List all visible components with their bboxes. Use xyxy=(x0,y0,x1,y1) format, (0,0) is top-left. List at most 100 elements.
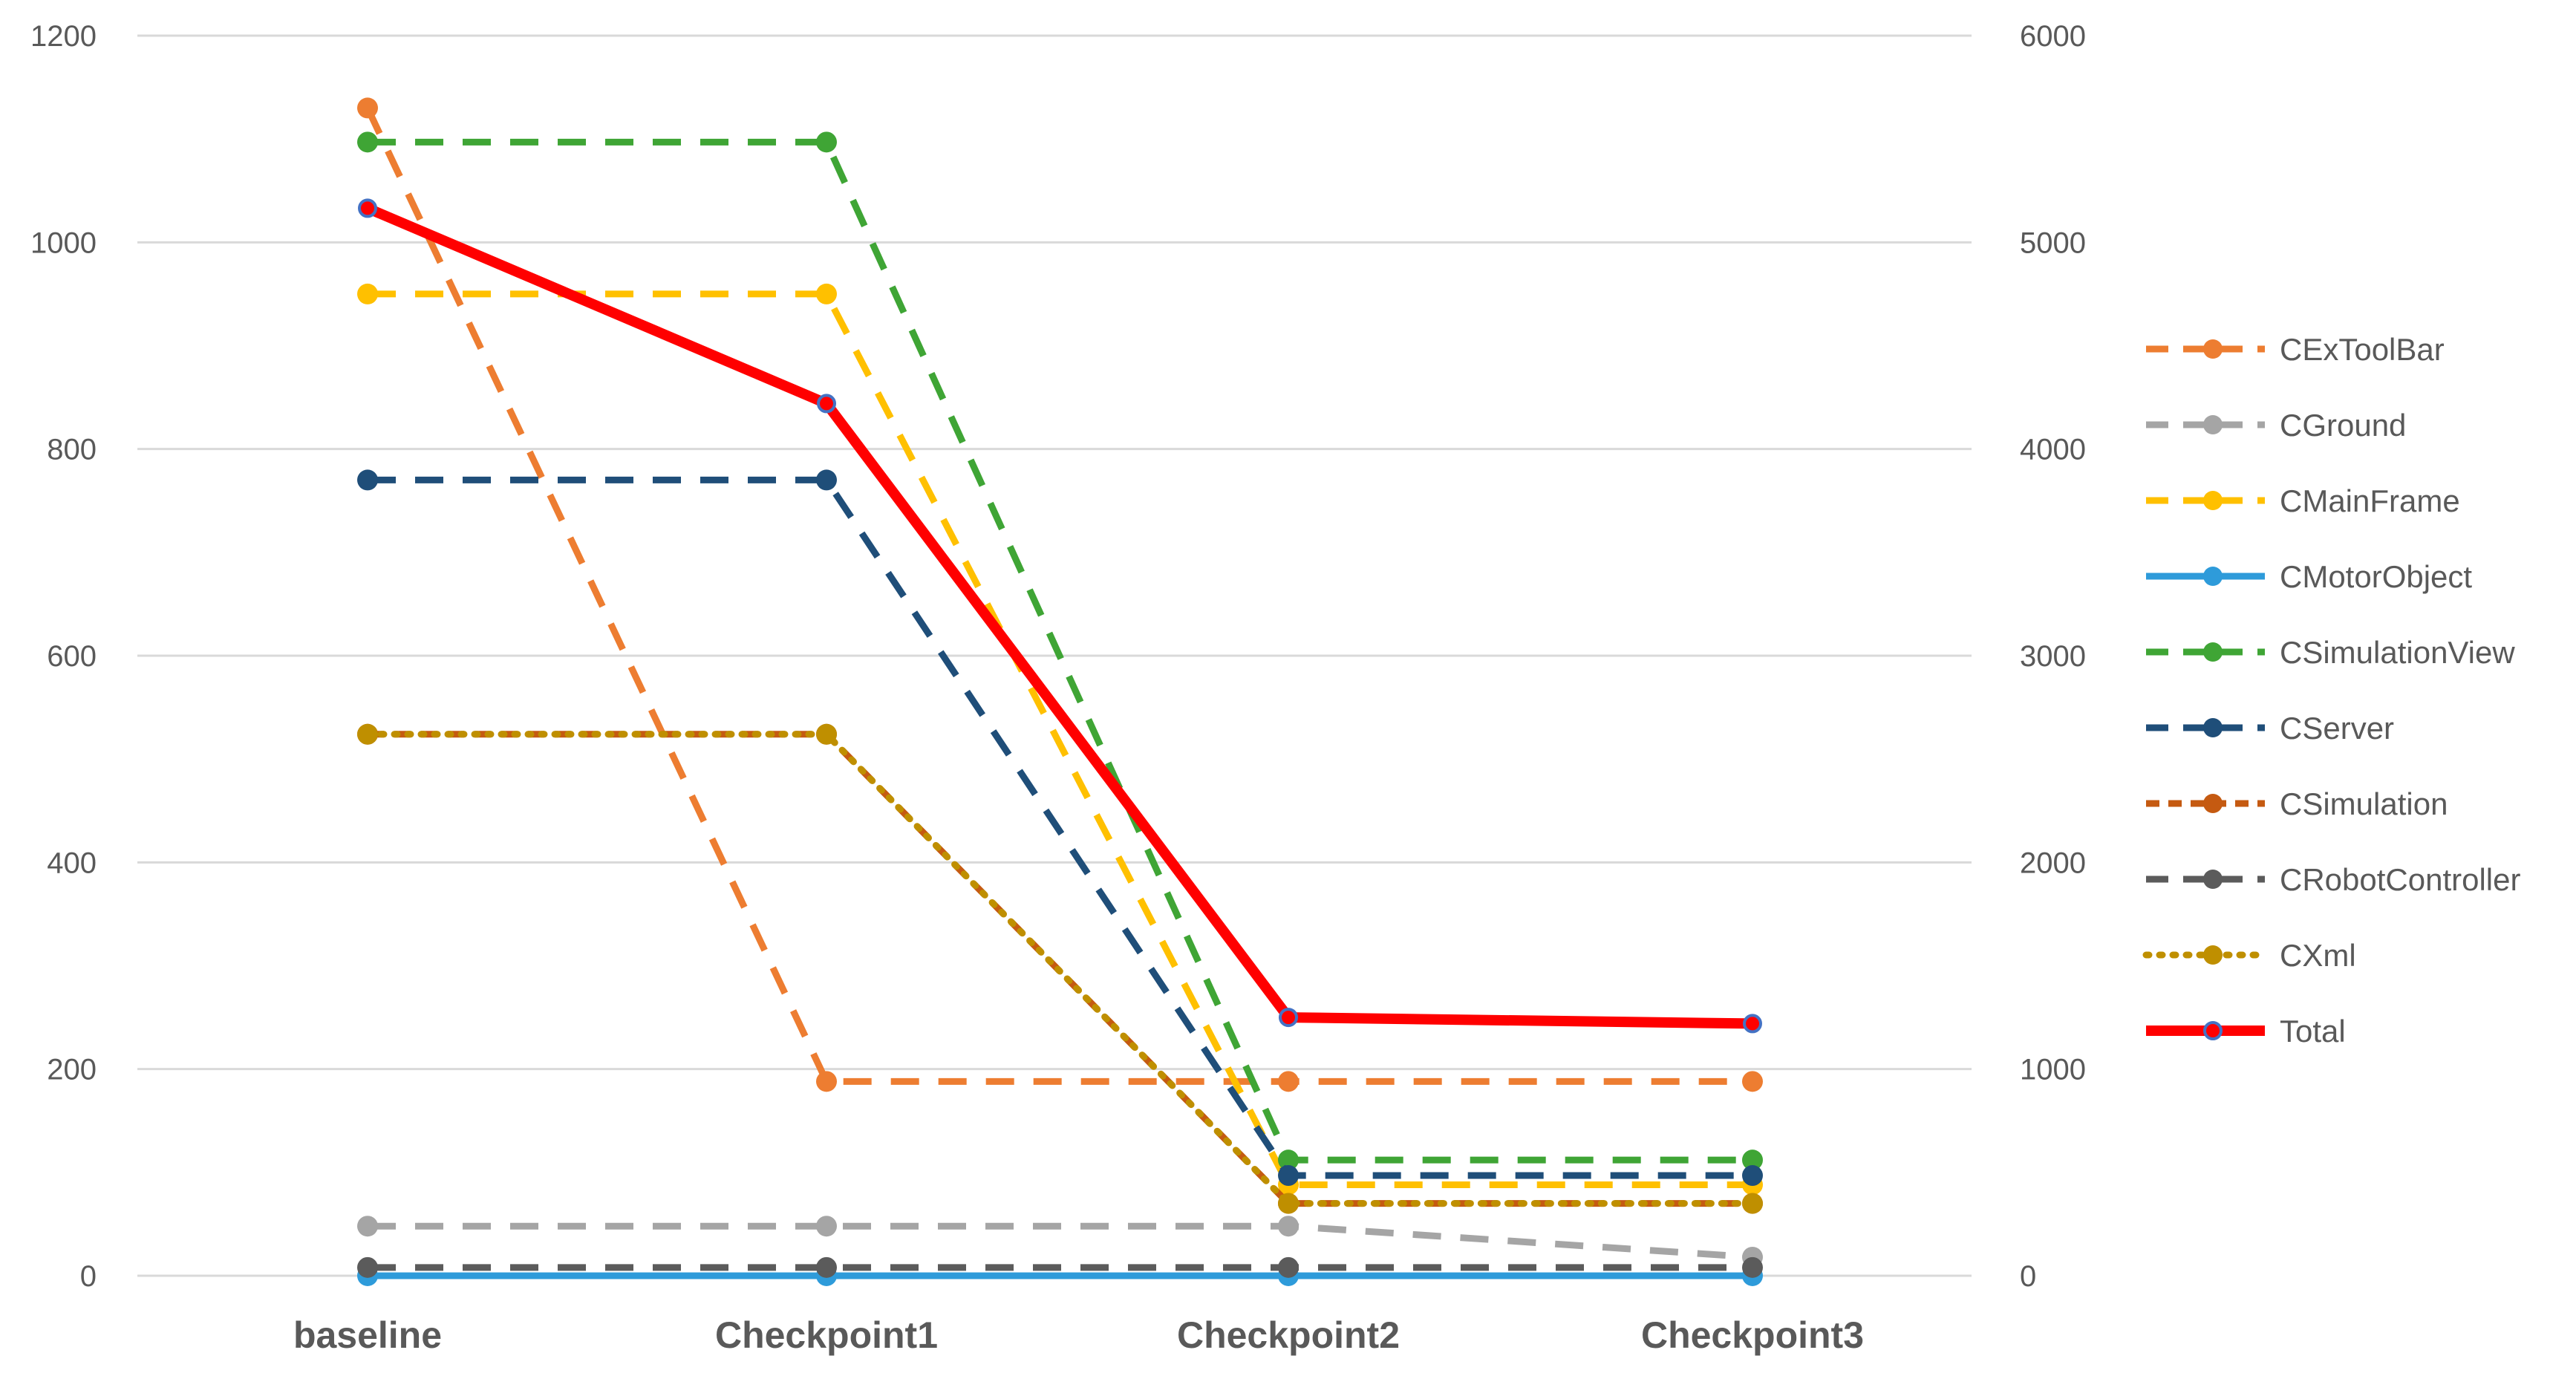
data-point xyxy=(357,283,378,304)
series-CExToolBar xyxy=(357,97,1763,1092)
right-axis-ticks: 0 1000 2000 3000 4000 5000 6000 xyxy=(2020,20,2086,1293)
category-label: Checkpoint2 xyxy=(1177,1314,1400,1356)
legend-item: CMainFrame xyxy=(2146,483,2460,518)
legend-marker xyxy=(2203,718,2223,737)
data-point xyxy=(816,469,837,491)
data-point xyxy=(1742,1150,1763,1171)
right-axis-tick-label: 1000 xyxy=(2020,1054,2086,1086)
series-line xyxy=(368,1222,1753,1261)
data-point xyxy=(816,283,837,304)
legend-label: CExToolBar xyxy=(2280,332,2445,367)
data-point xyxy=(816,723,837,745)
legend-label: CSimulation xyxy=(2280,786,2448,821)
series-Total xyxy=(358,198,1762,1034)
legend-item: CRobotController xyxy=(2146,862,2520,897)
legend-label: CMotorObject xyxy=(2280,559,2472,594)
data-point xyxy=(1278,1165,1299,1187)
category-label: baseline xyxy=(293,1314,442,1356)
series-CXml xyxy=(357,723,1763,1214)
legend-item: CXml xyxy=(2142,938,2356,973)
legend-label: CGround xyxy=(2280,408,2406,443)
data-point xyxy=(357,469,378,491)
category-label: Checkpoint1 xyxy=(715,1314,938,1356)
data-point xyxy=(357,97,378,119)
data-point xyxy=(1742,1165,1763,1187)
legend-label: CServer xyxy=(2280,711,2394,746)
series-line xyxy=(368,290,1752,1189)
left-axis-tick-label: 1200 xyxy=(30,20,97,53)
data-point xyxy=(1278,1216,1299,1237)
left-axis-tick-label: 1000 xyxy=(30,226,97,259)
data-point xyxy=(816,1071,837,1092)
legend-marker xyxy=(2203,1021,2223,1040)
legend-label: CMainFrame xyxy=(2280,483,2460,518)
legend-marker xyxy=(2203,491,2223,510)
legend-item: CSimulation xyxy=(2146,786,2448,821)
left-axis-tick-label: 400 xyxy=(47,847,97,879)
series-line xyxy=(364,106,1752,1085)
data-point xyxy=(817,394,836,414)
data-point xyxy=(816,1256,837,1278)
legend-marker xyxy=(2203,794,2223,813)
data-point xyxy=(1743,1014,1762,1034)
series-line xyxy=(368,138,1752,1164)
left-axis-ticks: 0 200 400 600 800 1000 1200 xyxy=(30,20,97,1293)
legend-item: CSimulationView xyxy=(2146,635,2515,670)
category-axis-labels: baseline Checkpoint1 Checkpoint2 Checkpoint… xyxy=(293,1314,1864,1356)
right-axis-tick-label: 0 xyxy=(2020,1260,2036,1293)
legend-label: CXml xyxy=(2280,938,2356,973)
series-CMainFrame xyxy=(357,283,1763,1196)
series-CRobotController xyxy=(357,1256,1763,1278)
series-lines xyxy=(357,97,1763,1286)
legend: CExToolBar CGround CMainFrame CMotorObject C… xyxy=(2142,332,2520,1049)
gridlines xyxy=(137,34,1972,1277)
left-axis-tick-label: 800 xyxy=(47,434,97,466)
legend-marker xyxy=(2203,339,2223,359)
right-axis-tick-label: 6000 xyxy=(2020,20,2086,53)
data-point xyxy=(357,723,378,745)
right-axis-tick-label: 4000 xyxy=(2020,434,2086,466)
legend-marker xyxy=(2203,567,2223,586)
legend-label: Total xyxy=(2280,1014,2346,1049)
series-CGround xyxy=(357,1216,1763,1268)
data-point xyxy=(358,198,377,218)
legend-item: CGround xyxy=(2146,408,2406,443)
legend-marker xyxy=(2203,870,2223,889)
series-CSimulationView xyxy=(357,131,1763,1171)
legend-label: CRobotController xyxy=(2280,862,2520,897)
left-axis-tick-label: 200 xyxy=(47,1054,97,1086)
legend-marker xyxy=(2203,642,2223,662)
data-point xyxy=(1278,1256,1299,1278)
left-axis-tick-label: 0 xyxy=(80,1260,97,1293)
data-point xyxy=(357,1216,378,1237)
series-line xyxy=(364,731,1756,1207)
data-point xyxy=(816,131,837,153)
right-axis-tick-label: 5000 xyxy=(2020,226,2086,259)
data-point xyxy=(1742,1193,1763,1214)
category-label: Checkpoint3 xyxy=(1641,1314,1864,1356)
series-CServer xyxy=(357,469,1763,1187)
legend-item: CServer xyxy=(2146,711,2394,746)
legend-marker xyxy=(2203,415,2223,434)
legend-marker xyxy=(2203,945,2223,965)
legend-item: CMotorObject xyxy=(2146,559,2472,594)
series-line xyxy=(365,203,1753,1029)
legend-label: CSimulationView xyxy=(2280,635,2515,670)
data-point xyxy=(1278,1193,1299,1214)
right-axis-tick-label: 3000 xyxy=(2020,640,2086,673)
data-point xyxy=(1279,1008,1298,1028)
left-axis-tick-label: 600 xyxy=(47,640,97,673)
data-point xyxy=(1742,1256,1763,1278)
data-point xyxy=(357,131,378,153)
series-line xyxy=(368,476,1752,1179)
legend-item: Total xyxy=(2146,1014,2346,1049)
right-axis-tick-label: 2000 xyxy=(2020,847,2086,879)
data-point xyxy=(357,1256,378,1278)
data-point xyxy=(1742,1071,1763,1092)
data-point xyxy=(816,1216,837,1237)
data-point xyxy=(1278,1071,1299,1092)
data-point xyxy=(1278,1150,1299,1171)
legend-item: CExToolBar xyxy=(2146,332,2445,367)
